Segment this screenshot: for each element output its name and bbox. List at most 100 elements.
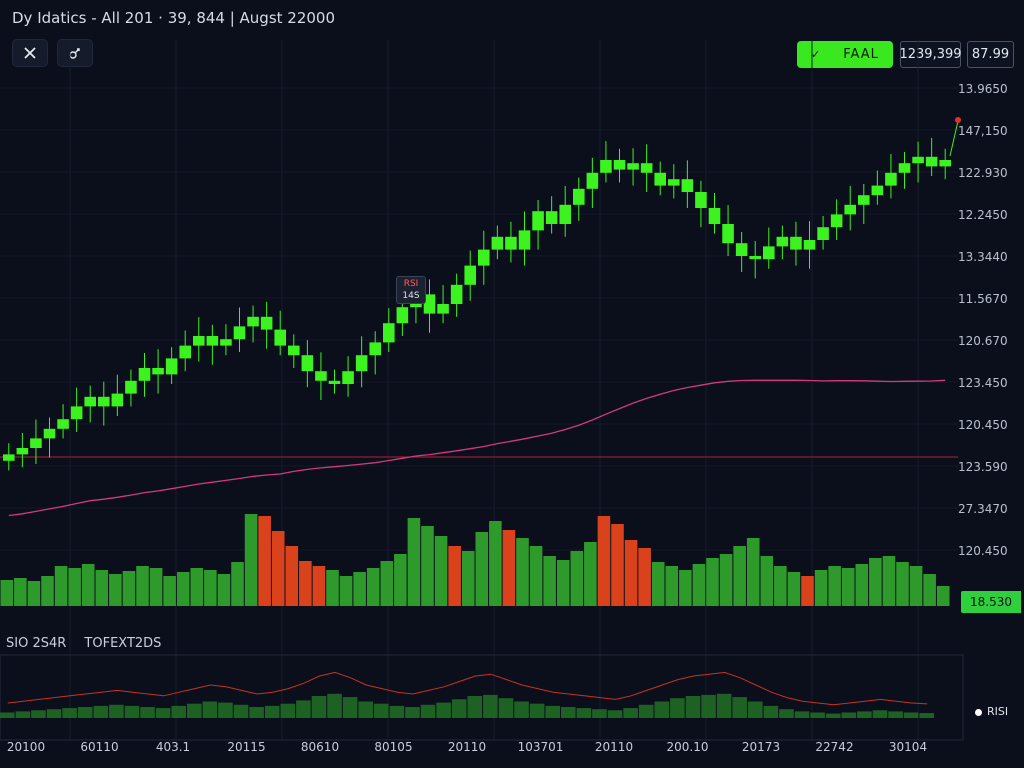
candle-body[interactable] — [247, 316, 259, 327]
candle-body[interactable] — [369, 342, 381, 356]
volume-bar[interactable] — [624, 540, 638, 606]
volume-bar[interactable] — [814, 570, 828, 606]
volume-bar[interactable] — [136, 566, 149, 606]
volume-bar[interactable] — [27, 581, 41, 606]
candle-body[interactable] — [260, 316, 273, 330]
volume-bar[interactable] — [407, 518, 421, 606]
volume-bar[interactable] — [679, 570, 692, 606]
candle-body[interactable] — [450, 284, 463, 304]
candle-body[interactable] — [790, 236, 802, 250]
candle-body[interactable] — [193, 336, 205, 346]
candle-body[interactable] — [573, 188, 585, 205]
candle-body[interactable] — [830, 214, 843, 228]
candle-body[interactable] — [274, 329, 286, 346]
volume-bar[interactable] — [841, 568, 855, 606]
volume-bar[interactable] — [475, 532, 489, 606]
candle-body[interactable] — [559, 204, 571, 224]
volume-bar[interactable] — [760, 556, 774, 606]
candle-body[interactable] — [654, 172, 666, 186]
volume-bar[interactable] — [190, 568, 204, 606]
volume-bar[interactable] — [176, 572, 190, 606]
volume-bar[interactable] — [896, 562, 909, 606]
candle-body[interactable] — [328, 380, 341, 384]
candle-body[interactable] — [898, 163, 911, 173]
volume-bar[interactable] — [366, 568, 380, 606]
volume-bar[interactable] — [421, 526, 434, 606]
candle-body[interactable] — [912, 156, 924, 164]
candle-body[interactable] — [383, 323, 395, 343]
volume-bar[interactable] — [339, 576, 353, 606]
candle-body[interactable] — [518, 230, 531, 250]
candle-body[interactable] — [138, 368, 151, 381]
volume-bar[interactable] — [461, 551, 475, 606]
candle-body[interactable] — [613, 160, 626, 170]
candle-body[interactable] — [545, 211, 558, 224]
candle-body[interactable] — [763, 246, 775, 260]
candle-body[interactable] — [315, 371, 327, 381]
volume-bar[interactable] — [68, 568, 81, 606]
volume-bar[interactable] — [41, 576, 54, 606]
candle-body[interactable] — [70, 406, 83, 420]
volume-bar[interactable] — [312, 566, 326, 606]
volume-bar[interactable] — [882, 556, 896, 606]
candle-body[interactable] — [586, 172, 599, 189]
volume-bar[interactable] — [774, 566, 787, 606]
volume-bar[interactable] — [556, 560, 570, 606]
candle-body[interactable] — [3, 454, 15, 461]
candle-body[interactable] — [165, 358, 178, 375]
volume-bar[interactable] — [244, 514, 258, 606]
candle-body[interactable] — [858, 195, 870, 205]
volume-bar[interactable] — [936, 586, 950, 606]
candle-body[interactable] — [220, 339, 232, 346]
candle-body[interactable] — [301, 355, 314, 372]
volume-bar[interactable] — [109, 574, 122, 606]
volume-bar[interactable] — [502, 530, 516, 606]
volume-bar[interactable] — [353, 572, 366, 606]
candle-body[interactable] — [179, 345, 191, 359]
volume-bar[interactable] — [638, 548, 651, 606]
price-field[interactable]: 1239,399 — [899, 41, 962, 68]
close-button[interactable] — [12, 39, 48, 67]
candle-body[interactable] — [776, 236, 789, 247]
volume-bar[interactable] — [122, 571, 136, 606]
volume-bar[interactable] — [54, 566, 68, 606]
volume-bar[interactable] — [692, 564, 706, 606]
candle-body[interactable] — [722, 224, 734, 244]
candle-body[interactable] — [817, 227, 829, 240]
quantity-field[interactable]: 87.99 — [967, 41, 1014, 68]
candle-body[interactable] — [125, 380, 137, 394]
volume-bar[interactable] — [434, 536, 448, 606]
candle-body[interactable] — [844, 204, 856, 215]
volume-bar[interactable] — [81, 564, 95, 606]
volume-bar[interactable] — [719, 554, 733, 606]
trade-button[interactable]: ✓ FAAL — [797, 41, 893, 68]
candle-body[interactable] — [288, 345, 300, 356]
candle-body[interactable] — [30, 438, 42, 448]
volume-bar[interactable] — [95, 570, 109, 606]
volume-bar[interactable] — [231, 562, 244, 606]
volume-bar[interactable] — [869, 558, 882, 606]
volume-bar[interactable] — [787, 572, 801, 606]
volume-bar[interactable] — [584, 542, 597, 606]
candle-body[interactable] — [681, 179, 694, 192]
volume-bar[interactable] — [570, 551, 584, 606]
candle-body[interactable] — [491, 236, 504, 250]
volume-bar[interactable] — [923, 574, 936, 606]
volume-bar[interactable] — [394, 554, 407, 606]
volume-bar[interactable] — [651, 562, 665, 606]
volume-bar[interactable] — [149, 568, 163, 606]
volume-bar[interactable] — [14, 578, 27, 606]
candle-body[interactable] — [640, 163, 653, 173]
candle-body[interactable] — [695, 192, 707, 208]
volume-bar[interactable] — [258, 516, 271, 606]
volume-bar[interactable] — [909, 566, 923, 606]
volume-bar[interactable] — [217, 574, 231, 606]
candle-body[interactable] — [749, 256, 761, 260]
candle-body[interactable] — [668, 179, 680, 186]
candle-body[interactable] — [152, 368, 164, 375]
candle-body[interactable] — [342, 371, 354, 384]
candle-body[interactable] — [735, 243, 748, 256]
candle-body[interactable] — [803, 240, 816, 250]
volume-bar[interactable] — [746, 538, 760, 606]
